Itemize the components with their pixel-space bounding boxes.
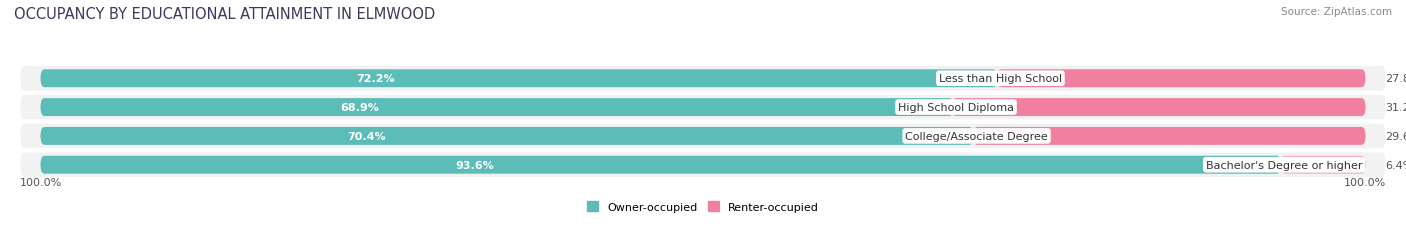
FancyBboxPatch shape [41, 70, 997, 88]
Legend: Owner-occupied, Renter-occupied: Owner-occupied, Renter-occupied [582, 197, 824, 216]
Text: High School Diploma: High School Diploma [898, 103, 1014, 112]
Text: 27.8%: 27.8% [1385, 74, 1406, 84]
Text: 100.0%: 100.0% [20, 177, 62, 187]
FancyBboxPatch shape [41, 99, 1365, 116]
FancyBboxPatch shape [41, 99, 953, 116]
Text: Source: ZipAtlas.com: Source: ZipAtlas.com [1281, 7, 1392, 17]
Text: Bachelor's Degree or higher: Bachelor's Degree or higher [1206, 160, 1362, 170]
FancyBboxPatch shape [21, 124, 1385, 149]
FancyBboxPatch shape [41, 128, 1365, 145]
FancyBboxPatch shape [952, 99, 1365, 116]
Text: 70.4%: 70.4% [347, 131, 387, 141]
Text: College/Associate Degree: College/Associate Degree [905, 131, 1047, 141]
Text: 29.6%: 29.6% [1385, 131, 1406, 141]
Text: Less than High School: Less than High School [939, 74, 1062, 84]
FancyBboxPatch shape [41, 70, 1365, 88]
Text: 31.2%: 31.2% [1385, 103, 1406, 112]
FancyBboxPatch shape [41, 156, 1281, 174]
FancyBboxPatch shape [41, 156, 1365, 174]
FancyBboxPatch shape [973, 128, 1365, 145]
FancyBboxPatch shape [21, 95, 1385, 120]
Text: 6.4%: 6.4% [1385, 160, 1406, 170]
FancyBboxPatch shape [21, 153, 1385, 177]
Text: 100.0%: 100.0% [1344, 177, 1386, 187]
Text: 72.2%: 72.2% [356, 74, 395, 84]
Text: 93.6%: 93.6% [456, 160, 494, 170]
FancyBboxPatch shape [41, 128, 973, 145]
FancyBboxPatch shape [21, 67, 1385, 91]
FancyBboxPatch shape [1281, 156, 1365, 174]
Text: 68.9%: 68.9% [340, 103, 380, 112]
FancyBboxPatch shape [997, 70, 1365, 88]
Text: OCCUPANCY BY EDUCATIONAL ATTAINMENT IN ELMWOOD: OCCUPANCY BY EDUCATIONAL ATTAINMENT IN E… [14, 7, 436, 22]
